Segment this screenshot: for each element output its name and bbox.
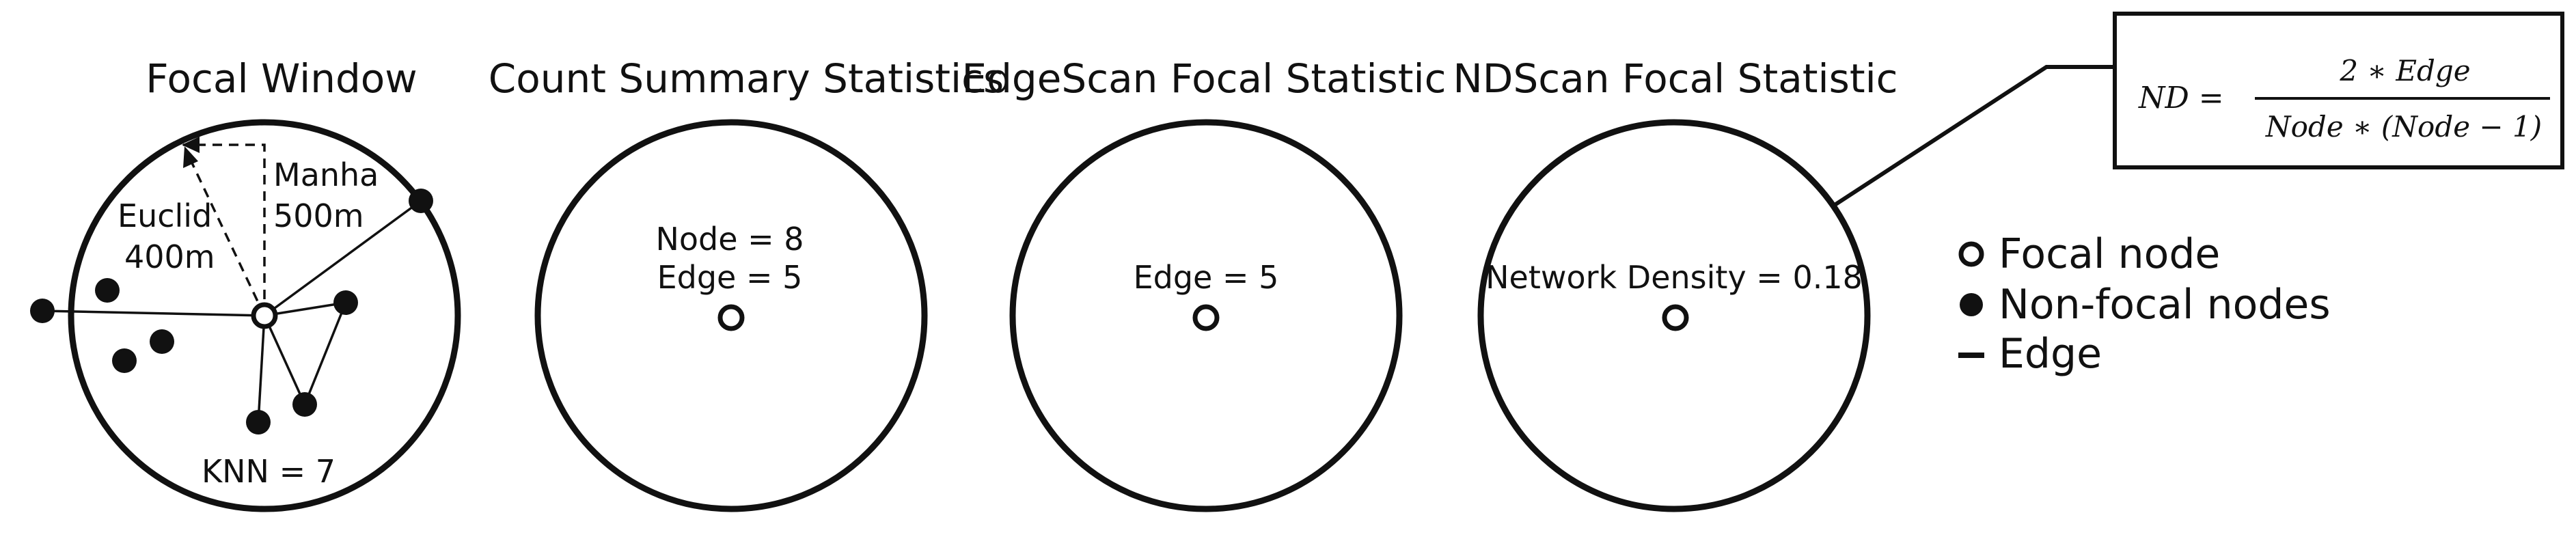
focal-node (251, 302, 278, 329)
panel-title-count-summary: Count Summary Statistics (489, 55, 1004, 102)
focal-window-circle (68, 119, 461, 512)
focal-node-count (717, 304, 745, 331)
network-density-formula: ND = 2 ∗ Edge Node ∗ (Node − 1) (2113, 12, 2564, 169)
node-right (333, 290, 358, 315)
node-mid-left-a (112, 348, 137, 373)
panel-focal-window: Focal Window Manha 500m Euclid 400m KNN … (30, 55, 461, 512)
manhattan-label: Manha (273, 156, 379, 193)
edge-focal-to-lower-right (263, 315, 306, 405)
formula-box (2113, 12, 2564, 169)
legend-focal-node-icon (1958, 241, 1984, 267)
euclidean-distance-line (187, 154, 266, 316)
manhattan-distance-path (183, 143, 266, 316)
node-lower-right (292, 392, 317, 417)
formula-denominator: Node ∗ (Node − 1) (2265, 110, 2542, 143)
manhattan-arrowhead (182, 137, 200, 153)
node-top-right (409, 189, 433, 213)
edge-focal-to-right (264, 301, 346, 317)
focal-node-edgescan (1192, 304, 1220, 331)
formula-numerator: 2 ∗ Edge (2339, 54, 2470, 87)
panel-title-edgescan: EdgeScan Focal Statistic (961, 55, 1446, 102)
euclid-distance-label: 400m (124, 238, 215, 275)
legend-non-focal-node-icon (1960, 293, 1983, 316)
focal-node-ndscan (1662, 304, 1689, 331)
panel-ndscan: NDScan Focal Statistic Network Density =… (1453, 55, 2115, 512)
manhattan-distance-label: 500m (273, 197, 364, 234)
edge-count-label: Edge = 5 (657, 259, 803, 296)
node-upper-left (95, 278, 120, 303)
ndscan-window-circle (1477, 119, 1871, 512)
edge-focal-to-bottom (257, 315, 266, 423)
edge-right-to-lower-right (303, 302, 347, 405)
count-window-circle (534, 119, 928, 512)
node-left-outside (30, 299, 55, 323)
legend-label-focal-node: Focal node (1999, 230, 2220, 278)
formula-leader-line (1831, 65, 2115, 208)
panel-count-summary: Count Summary Statistics Node = 8 Edge =… (489, 55, 1004, 512)
edge-focal-to-left (42, 309, 265, 317)
legend-label-edge: Edge (1999, 330, 2102, 378)
euclidean-arrowhead (183, 146, 198, 168)
edgescan-window-circle (1009, 119, 1403, 512)
edgescan-edge-label: Edge = 5 (1134, 259, 1279, 296)
node-count-label: Node = 8 (655, 221, 804, 258)
euclid-label: Euclid (118, 197, 212, 234)
edge-focal-to-top-right (263, 199, 422, 317)
node-mid-left-b (150, 329, 174, 354)
network-density-label: Network Density = 0.18 (1485, 259, 1863, 296)
legend: Focal node Non-focal nodes Edge (1958, 230, 2331, 378)
formula-lhs: ND = (2138, 81, 2224, 115)
panel-title-focal-window: Focal Window (146, 55, 417, 102)
panel-edgescan: EdgeScan Focal Statistic Edge = 5 (961, 55, 1447, 512)
node-bottom (246, 410, 271, 434)
knn-label: KNN = 7 (202, 453, 335, 490)
legend-label-non-focal-nodes: Non-focal nodes (1999, 281, 2331, 329)
panel-title-ndscan: NDScan Focal Statistic (1453, 55, 1897, 102)
